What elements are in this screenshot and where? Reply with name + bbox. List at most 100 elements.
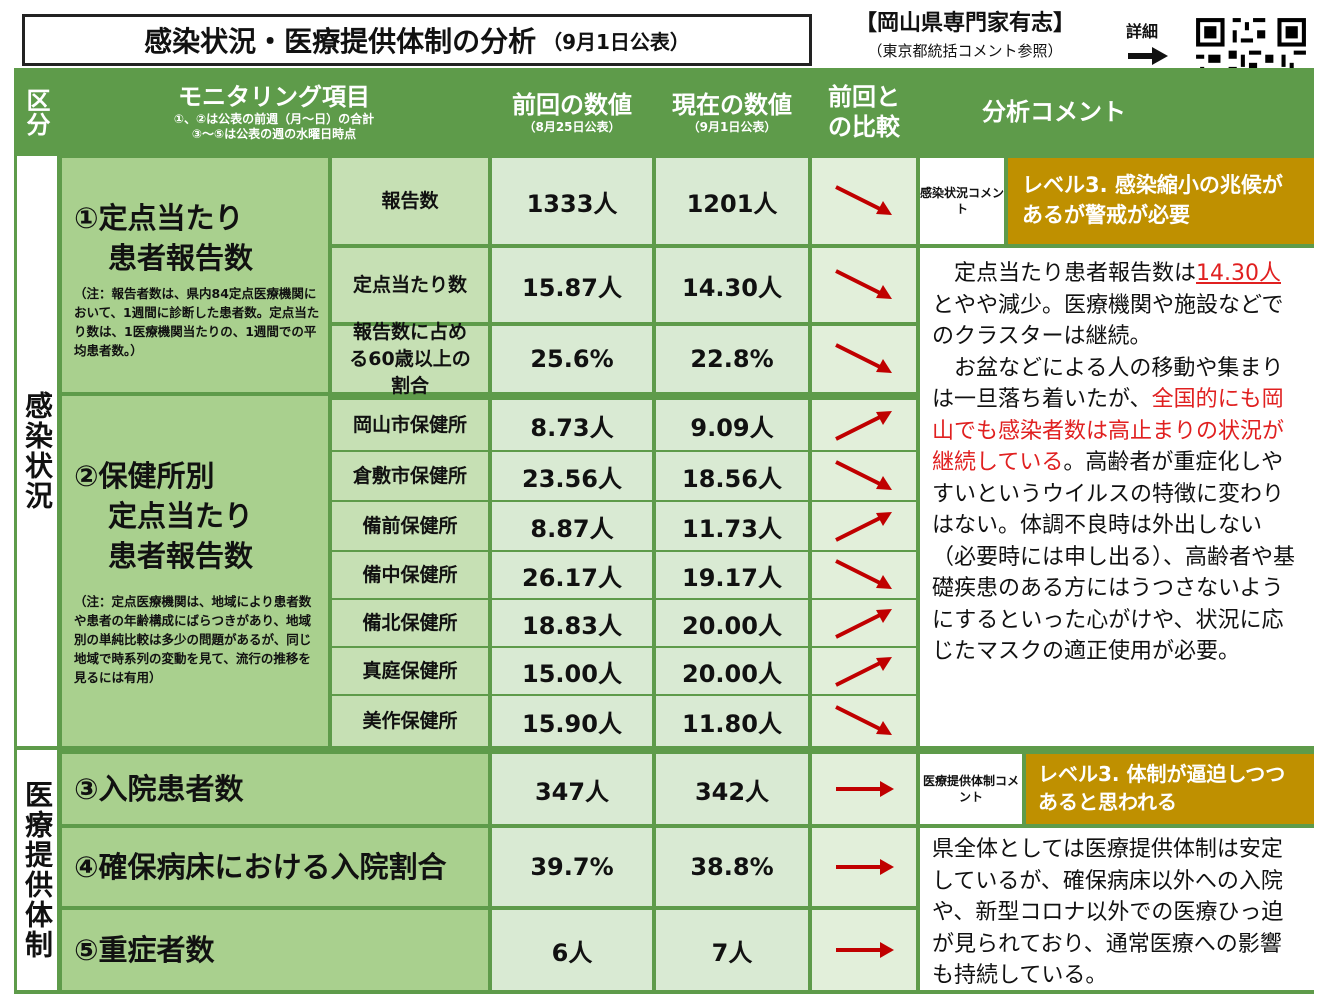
medical-comment: 県全体としては医療提供体制は安定しているが、確保病床以外への入院や、新型コロナ以… [920,828,1314,990]
header-previous-value: 前回の数値 （8月25日公表） [492,72,652,152]
highlight-text: 全国的にも岡山でも感染者数は高止まりの状況が継続している [932,387,1285,475]
row-label: 真庭保健所 [332,648,488,694]
current-value: 342人 [656,754,808,824]
organization: 【岡山県専門家有志】 [854,11,1075,36]
right-arrow-icon [1128,47,1168,65]
comparison-cell [812,452,916,500]
arrow-down-right-icon [835,705,892,735]
comparison-cell [812,828,916,906]
item-1-title: ①定点当たり [74,201,244,235]
current-value: 1201人 [656,158,808,244]
section-infection-status: 感染状況 [17,156,57,746]
item-4-cell: ④確保病床における入院割合 [62,828,488,906]
arrow-right-icon [836,942,894,958]
current-value: 38.8% [656,828,808,906]
previous-value: 15.87人 [492,248,652,322]
current-value: 22.8% [656,326,808,392]
previous-value: 18.83人 [492,600,652,646]
row-label: 備前保健所 [332,502,488,550]
current-value: 20.00人 [656,600,808,646]
highlight-value: 14.30人 [1196,261,1281,286]
current-value: 19.17人 [656,552,808,598]
comparison-cell [812,754,916,824]
previous-value: 39.7% [492,828,652,906]
current-value: 7人 [656,910,808,990]
item-2-note: （注：定点医療機関は、地域により患者数や患者の年齢構成にばらつきがあり、地域別の… [74,594,312,685]
title-text: 感染状況・医療提供体制の分析 [144,25,537,58]
arrow-up-right-icon [835,411,892,441]
previous-value: 1333人 [492,158,652,244]
comparison-cell [812,600,916,646]
current-value: 11.80人 [656,696,808,746]
header-category: 区分 [14,72,58,152]
previous-value: 347人 [492,754,652,824]
item-3-cell: ③入院患者数 [62,754,488,824]
comparison-cell [812,648,916,694]
arrow-down-right-icon [835,343,892,373]
previous-value: 6人 [492,910,652,990]
comparison-cell [812,552,916,598]
header-current-value: 現在の数値 （9月1日公表） [656,72,808,152]
arrow-up-right-icon [835,657,892,687]
item-4-title: ④確保病床における入院割合 [74,850,447,884]
arrow-up-right-icon [835,512,892,542]
item-2-title: ②保健所別 [74,459,215,493]
row-label: 岡山市保健所 [332,400,488,450]
medical-comment-label: 医療提供体制コメント [920,754,1022,824]
header-monitoring-item: モニタリング項目 ①、②は公表の前週（月～日）の合計 ③～⑤は公表の週の水曜日時… [60,72,488,152]
arrow-right-icon [836,859,894,875]
current-value: 20.00人 [656,648,808,694]
row-label: 定点当たり数 [332,248,488,322]
current-value: 18.56人 [656,452,808,500]
current-value: 11.73人 [656,502,808,550]
item-1-cell: ①定点当たり 患者報告数 （注：報告者数は、県内84定点医療機関において、1週間… [62,158,328,392]
previous-value: 8.87人 [492,502,652,550]
arrow-down-right-icon [835,559,892,589]
comparison-cell [812,326,916,392]
medical-level-badge: レベル3. 体制が逼迫しつつあると思われる [1026,754,1314,824]
current-value: 9.09人 [656,400,808,450]
item-1-note: （注：報告者数は、県内84定点医療機関において、1週間に診断した患者数。定点当た… [74,286,320,358]
arrow-down-right-icon [835,269,892,299]
row-label: 報告数 [332,158,488,244]
item-1-title-2: 患者報告数 [108,241,254,275]
header-analysis-comment: 分析コメント [920,72,1188,152]
row-label: 報告数に占める60歳以上の割合 [332,321,488,397]
comparison-cell [812,158,916,244]
previous-value: 26.17人 [492,552,652,598]
arrow-down-right-icon [835,460,892,490]
previous-value: 8.73人 [492,400,652,450]
infection-comment-label: 感染状況コメント [920,158,1004,244]
item-5-cell: ⑤重症者数 [62,910,488,990]
organization-note: （東京都統括コメント参照） [867,42,1063,60]
comparison-cell [812,502,916,550]
previous-value: 15.00人 [492,648,652,694]
item-3-title: ③入院患者数 [74,772,244,806]
item-5-title: ⑤重症者数 [74,933,215,967]
detail-label[interactable]: 詳細 [1125,22,1158,41]
comparison-cell [812,696,916,746]
row-label: 倉敷市保健所 [332,452,488,500]
previous-value: 25.6% [492,326,652,392]
row-label: 備北保健所 [332,600,488,646]
row-label: 備中保健所 [332,552,488,598]
previous-value: 15.90人 [492,696,652,746]
published-date: （9月1日公表） [542,29,690,54]
comparison-cell [812,910,916,990]
header-comparison: 前回との比較 [812,72,916,152]
comparison-cell [812,248,916,322]
current-value: 14.30人 [656,248,808,322]
comparison-cell [812,400,916,450]
arrow-down-right-icon [835,185,892,215]
item-2-title-3: 患者報告数 [108,539,254,573]
arrow-right-icon [836,781,894,797]
item-2-cell: ②保健所別 定点当たり 患者報告数 （注：定点医療機関は、地域により患者数や患者… [62,396,328,746]
section-medical-system: 医療提供体制 [17,750,57,990]
previous-value: 23.56人 [492,452,652,500]
page-title: 感染状況・医療提供体制の分析 （9月1日公表） [22,14,812,66]
row-label: 美作保健所 [332,696,488,746]
infection-comment: 定点当たり患者報告数は14.30人とやや減少。医療機関や施設などでのクラスターは… [920,248,1314,746]
item-2-title-2: 定点当たり [108,499,254,533]
infection-level-badge: レベル3. 感染縮小の兆候があるが警戒が必要 [1008,158,1314,244]
arrow-up-right-icon [835,609,892,639]
